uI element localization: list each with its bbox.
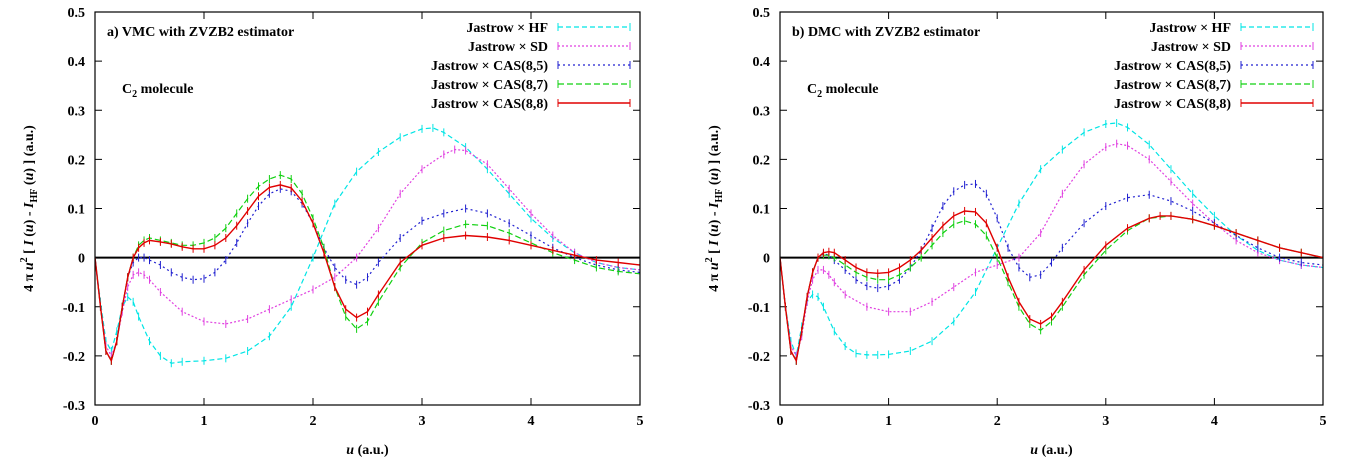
y-tick-label: 0.4 (753, 55, 771, 70)
legend-label: Jastrow × SD (1151, 40, 1231, 55)
x-axis-title: u (a.u.) (1030, 443, 1073, 458)
molecule-label: C2 molecule (807, 82, 879, 100)
y-tick-label: -0.2 (63, 350, 85, 365)
legend-label: Jastrow × CAS(8,5) (1114, 59, 1231, 74)
x-tick-label: 1 (201, 414, 208, 429)
plot-area (95, 123, 640, 368)
x-tick-label: 3 (1102, 414, 1109, 429)
y-tick-label: -0.3 (63, 399, 85, 414)
y-tick-label: 0.5 (753, 6, 771, 21)
series-line-0 (95, 127, 640, 364)
y-axis-title: 4 π u2 [ I (u) - IHF (u) ] (a.u.) (19, 125, 40, 292)
y-tick-label: 0.3 (753, 104, 771, 119)
y-axis-title: 4 π u2 [ I (u) - IHF (u) ] (a.u.) (704, 125, 725, 292)
legend-label: Jastrow × CAS(8,7) (431, 78, 548, 93)
x-tick-label: 2 (310, 414, 317, 429)
series-line-3 (780, 215, 1323, 363)
y-tick-label: -0.2 (748, 350, 770, 365)
y-tick-label: 0.2 (68, 153, 86, 168)
series-line-2 (780, 183, 1323, 363)
x-tick-label: 2 (994, 414, 1001, 429)
x-tick-label: 0 (777, 414, 784, 429)
legend-label: Jastrow × CAS(8,7) (1114, 78, 1231, 93)
y-tick-label: -0.1 (748, 301, 770, 316)
y-tick-label: 0 (763, 252, 770, 267)
legend-label: Jastrow × SD (468, 40, 548, 55)
series-line-0 (780, 122, 1323, 359)
legend-label: Jastrow × HF (466, 21, 548, 36)
x-tick-label: 3 (419, 414, 426, 429)
y-tick-label: 0.1 (753, 203, 771, 218)
x-tick-label: 5 (1320, 414, 1327, 429)
legend-label: Jastrow × CAS(8,8) (1114, 97, 1231, 112)
y-tick-label: 0.2 (753, 153, 771, 168)
plot-area (780, 119, 1323, 365)
x-tick-label: 4 (1211, 414, 1218, 429)
legend-label: Jastrow × CAS(8,8) (431, 97, 548, 112)
legend-label: Jastrow × CAS(8,5) (431, 59, 548, 74)
y-tick-label: -0.1 (63, 301, 85, 316)
y-tick-label: -0.3 (748, 399, 770, 414)
x-axis-title: u (a.u.) (346, 443, 389, 458)
y-tick-label: 0.5 (68, 6, 86, 21)
series-line-3 (95, 174, 640, 363)
plot-frame (779, 11, 1324, 406)
chart-panel-a: -0.3 -0.2 -0.1 0 0.1 0.2 0.3 0.4 0.5 0 1 2 3 4 5 a) VMC… (19, 6, 644, 458)
y-tick-label: 0.3 (68, 104, 86, 119)
y-tick-label: 0.4 (68, 55, 86, 70)
chart-panel-b: -0.3 -0.2 -0.1 0 0.1 0.2 0.3 0.4 0.5 0 1 2 3 4 5 b) DMC… (704, 6, 1327, 458)
panel-annotation: b) DMC with ZVZB2 estimator (792, 25, 980, 40)
x-tick-label: 5 (637, 414, 644, 429)
x-tick-label: 0 (92, 414, 99, 429)
panel-annotation: a) VMC with ZVZB2 estimator (107, 25, 294, 40)
legend-label: Jastrow × HF (1149, 21, 1231, 36)
series-line-4 (780, 210, 1323, 363)
x-tick-label: 4 (528, 414, 535, 429)
series-line-4 (95, 184, 640, 363)
plot-frame (94, 11, 641, 406)
x-tick-label: 1 (885, 414, 892, 429)
y-tick-label: 0.1 (68, 203, 86, 218)
molecule-label: C2 molecule (122, 82, 194, 100)
y-tick-label: 0 (78, 252, 85, 267)
